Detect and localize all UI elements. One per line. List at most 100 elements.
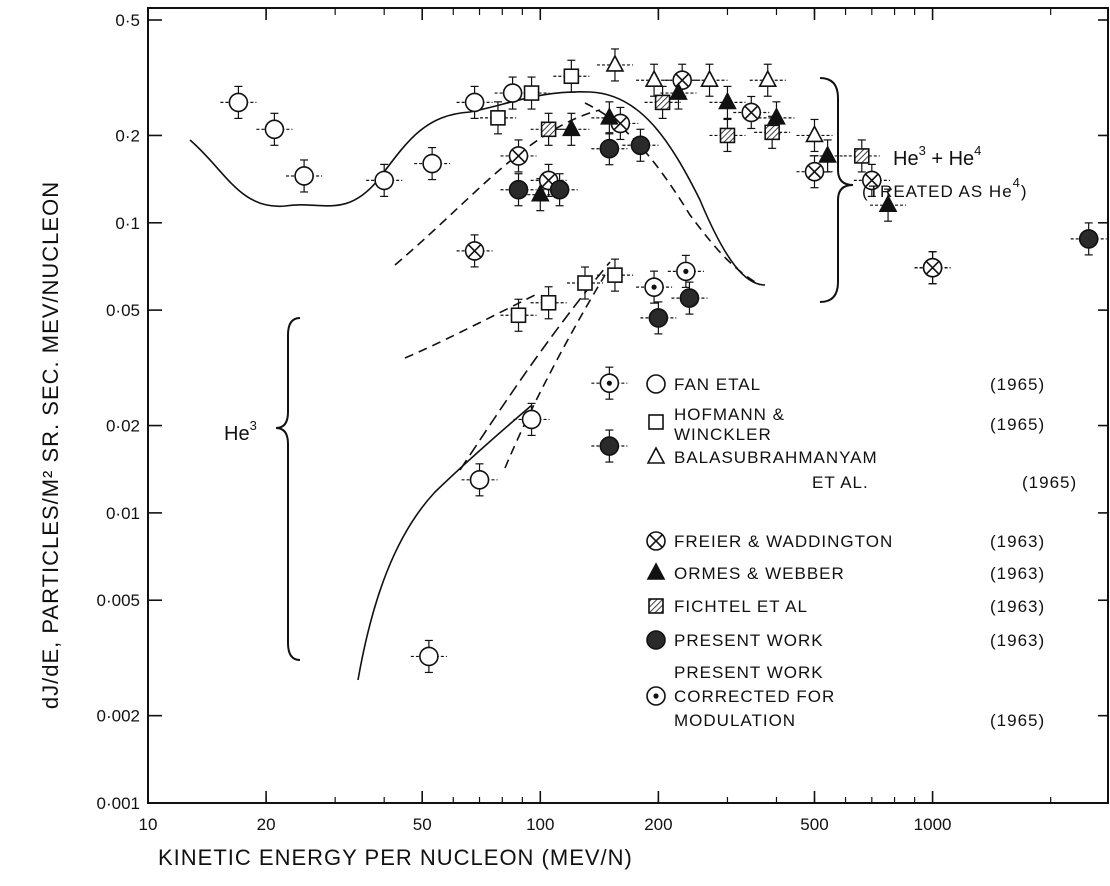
hofmann-point-2 <box>563 68 580 85</box>
legend-label-present_corrected-1: CORRECTED FOR <box>674 687 835 706</box>
y-tick-label-5: 0·05 <box>106 301 140 320</box>
x-tick-label-5: 500 <box>800 815 828 834</box>
freier-point-1 <box>508 146 529 166</box>
ormes-point-7 <box>878 194 898 212</box>
fichtel-point-2 <box>719 127 736 144</box>
x-tick-label-4: 200 <box>644 815 672 834</box>
balasubrahmanyam-point-1 <box>644 69 664 88</box>
balasubrahmanyam-point-4 <box>805 124 824 143</box>
hofmann-point-0 <box>490 110 506 126</box>
legend-label-balasubrahmanyam-1: ET AL. <box>812 473 869 492</box>
ormes-point-0 <box>530 183 550 202</box>
hofmann-point-1 <box>523 85 540 101</box>
axis-ticks <box>147 8 1108 804</box>
y-tick-label-8: 0·5 <box>115 11 140 30</box>
freier-point-3 <box>610 113 631 134</box>
fichtel-point-1 <box>654 94 671 111</box>
freier-point-4 <box>672 70 692 91</box>
legend-label-fan-0: FAN ETAL <box>674 375 761 394</box>
ormes-point-6 <box>818 145 837 163</box>
legend-label-fichtel-1: (1963) <box>990 597 1045 616</box>
present-point-1 <box>549 179 570 200</box>
fan-he34-curve <box>189 91 766 286</box>
x-axis-title: KINETIC ENERGY PER NUCLEON (MEV/N) <box>158 845 633 870</box>
legend-label-ormes-1: (1963) <box>990 564 1045 583</box>
tick-labels: 10 20 50 100 200 500 1000 0·001 0·002 0·005 0·01 0·… <box>97 11 952 834</box>
he3-fan-curve <box>357 404 533 681</box>
he3-annotation: He3 <box>224 418 257 445</box>
he34-annotation: He3 + He4 <box>893 143 981 170</box>
x-tick-label-3: 100 <box>526 815 554 834</box>
he34-annotation-note: (TREATED AS He4) <box>862 175 1028 201</box>
legend-label-present-1: (1963) <box>990 631 1045 650</box>
present_corrected-point-0 <box>599 373 620 393</box>
data-markers <box>228 54 1099 667</box>
y-axis-title: dJ/dE, PARTICLES/M² SR. SEC. MEV/NUCLEON <box>38 181 63 709</box>
hofmann-point-3 <box>510 307 527 324</box>
legend-label-ormes-0: ORMES & WEBBER <box>674 564 845 583</box>
legend-label-present_corrected-3: (1965) <box>990 711 1045 730</box>
present-point-6 <box>679 288 700 308</box>
legend-marker-fan <box>646 374 666 394</box>
fan-point-4 <box>422 153 442 174</box>
ormes-point-1 <box>562 118 581 137</box>
fan-point-10 <box>521 409 542 430</box>
legend-label-hofmann-0: HOFMANN & <box>674 405 785 424</box>
present-point-2 <box>599 138 620 159</box>
fan-point-0 <box>228 92 249 113</box>
legend-label-fichtel-0: FICHTEL ET AL <box>674 597 808 616</box>
fan-point-9 <box>469 470 490 490</box>
freier-point-5 <box>741 102 762 123</box>
freier-point-8 <box>922 257 943 278</box>
balasubrahmanyam-point-3 <box>758 69 778 88</box>
legend-label-present_corrected-0: PRESENT WORK <box>674 663 824 682</box>
present-point-4 <box>599 436 620 456</box>
ormes-point-3 <box>669 82 688 100</box>
ormes-point-4 <box>718 91 737 110</box>
legend-marker-hofmann <box>648 414 664 430</box>
hofmann-point-4 <box>540 294 557 311</box>
x-tick-label-6: 1000 <box>914 815 952 834</box>
fichtel-point-0 <box>540 121 557 138</box>
legend-marker-present <box>646 630 666 650</box>
he3-brace <box>275 317 301 661</box>
fan-point-5 <box>464 92 485 113</box>
legend-marker-freier <box>646 531 666 551</box>
x-tick-label-1: 20 <box>257 815 276 834</box>
fichtel-point-3 <box>764 124 780 141</box>
legend-label-freier-1: (1963) <box>990 532 1045 551</box>
legend-label-hofmann-1: WINCKLER <box>674 425 772 444</box>
he34-brace <box>819 77 854 303</box>
fichtel-point-4 <box>853 148 870 164</box>
x-tick-label-0: 10 <box>139 815 158 834</box>
y-tick-label-4: 0·02 <box>106 417 140 436</box>
y-tick-label-0: 0·001 <box>97 794 140 813</box>
fan-point-2 <box>294 166 314 186</box>
present-point-3 <box>630 135 651 156</box>
fan-point-3 <box>374 170 394 191</box>
present_corrected-point-2 <box>676 261 696 282</box>
legend-label-hofmann-2: (1965) <box>990 415 1045 434</box>
legend-marker-balasubrahmanyam <box>646 446 666 464</box>
legend-label-present-0: PRESENT WORK <box>674 631 824 650</box>
present-point-0 <box>508 179 529 200</box>
he3-hofmann-dashed <box>404 294 536 359</box>
y-tick-label-7: 0·2 <box>115 126 140 145</box>
legend-label-present_corrected-2: MODULATION <box>674 711 796 730</box>
hofmann-point-5 <box>577 275 593 291</box>
he34-low-dashed <box>394 109 601 266</box>
legend-label-balasubrahmanyam-0: BALASUBRAHMANYAM <box>674 448 878 467</box>
plot-frame <box>147 7 1109 804</box>
fit-curves <box>189 77 854 681</box>
fan-point-8 <box>419 646 439 667</box>
legend-label-freier-0: FREIER & WADDINGTON <box>674 532 893 551</box>
ormes-point-2 <box>600 107 619 125</box>
hofmann-point-6 <box>607 267 623 283</box>
fan-point-6 <box>502 83 523 103</box>
balasubrahmanyam-point-0 <box>605 54 625 72</box>
legend-label-balasubrahmanyam-2: (1965) <box>1022 473 1077 492</box>
y-tick-label-3: 0·01 <box>106 504 140 523</box>
y-tick-label-6: 0·1 <box>115 214 140 233</box>
legend: FAN ETAL (1965) HOFMANN &WINCKLER (1965) BAL… <box>646 374 1077 730</box>
